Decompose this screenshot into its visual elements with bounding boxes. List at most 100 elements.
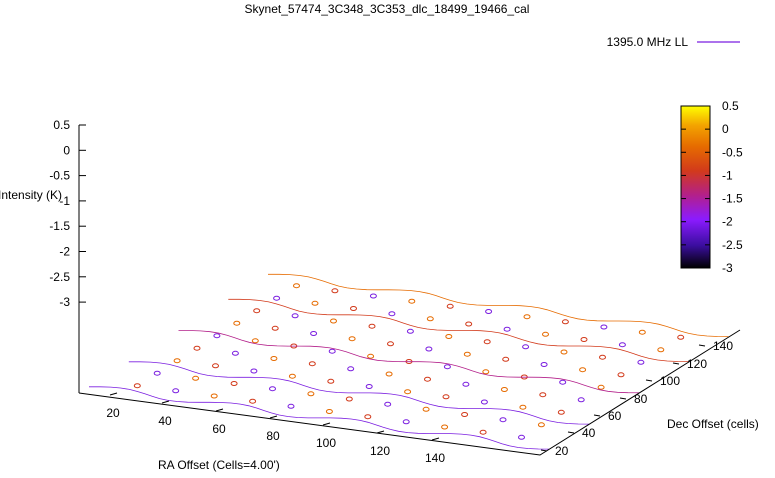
surface-line [104, 238, 565, 300]
contour-source [580, 337, 588, 342]
x-tick-mark [376, 430, 385, 434]
surface-line [119, 221, 580, 282]
contour-source [231, 350, 239, 356]
y-tick-label: 60 [608, 409, 622, 423]
surface-line [134, 205, 595, 266]
surface-line [213, 114, 674, 173]
x-axis-label: RA Offset (Cells=4.00') [158, 458, 280, 472]
contour-source [519, 404, 527, 410]
surface-line [124, 216, 585, 277]
surface-line [202, 35, 401, 283]
contour-line [178, 330, 640, 394]
contour-source [233, 320, 241, 326]
contour-source [657, 347, 665, 353]
contour-source [426, 316, 434, 322]
surface-line [402, 58, 601, 310]
contour-source [368, 323, 376, 329]
colorbar-tick-label: 0.5 [722, 99, 739, 113]
y-axis-ticks: 20 40 60 80 100 120 140 [540, 339, 733, 458]
contour-source [311, 300, 319, 306]
y-tick-mark [672, 362, 680, 365]
contour-source [479, 429, 487, 435]
x-tick-mark [269, 415, 278, 419]
contour-source [463, 351, 471, 357]
surface-line [184, 148, 645, 208]
contour-source [364, 414, 372, 420]
x-tick-label: 120 [370, 444, 390, 458]
contour-source [133, 383, 141, 389]
surface-line [171, 36, 370, 279]
x-tick-mark [109, 392, 118, 396]
surface-line [258, 60, 719, 121]
contour-source [485, 309, 493, 314]
contour-source [404, 389, 412, 395]
surface-line [233, 90, 694, 150]
contour-source [523, 314, 531, 320]
surface-line [164, 171, 625, 231]
surface-line [144, 193, 605, 254]
y-tick-mark [698, 344, 706, 347]
surface-line [125, 38, 324, 273]
contour-source [638, 329, 646, 335]
contour-source [251, 338, 259, 344]
contour-source [350, 306, 357, 311]
contour-source [522, 344, 530, 350]
contour-source [269, 386, 276, 392]
chart-title: Skynet_57474_3C348_3C353_dlc_18499_19466… [245, 2, 530, 16]
z-tick-label: 0 [63, 143, 70, 157]
contour-source [270, 356, 278, 361]
surface-line [417, 61, 616, 312]
contour-source [288, 373, 296, 379]
x-tick-label: 20 [106, 406, 120, 420]
surface-line [479, 79, 678, 321]
x-tick-label: 60 [212, 422, 226, 436]
surface-line [114, 227, 575, 288]
surface-line [325, 43, 524, 300]
surface-line [243, 78, 704, 138]
surface-line [248, 36, 447, 289]
z-tick-label: -2 [59, 245, 70, 259]
contour-source [424, 376, 431, 382]
z-tick-label: -1 [59, 194, 70, 208]
contour-source [442, 394, 450, 400]
contour-line [268, 273, 729, 337]
colorbar-tick-label: -0.5 [722, 145, 743, 159]
y-tick-label: 140 [713, 339, 733, 353]
x-tick-mark [322, 422, 331, 426]
contour-source [287, 403, 295, 409]
base-box [78, 329, 741, 456]
surface-line [371, 51, 570, 306]
contour-source [462, 381, 470, 387]
contour-source [408, 298, 416, 304]
contour-source [559, 379, 567, 385]
contour-source [540, 362, 548, 367]
contour-source [384, 401, 392, 407]
contour-source [599, 354, 606, 360]
surface-line [228, 96, 689, 155]
contour-source [500, 387, 508, 392]
surface-line [179, 154, 640, 214]
contour-source [367, 353, 375, 359]
contour-source [153, 370, 161, 376]
surface-line [263, 37, 462, 292]
surface-line [169, 165, 630, 225]
surface-line [203, 125, 664, 184]
contour-source [310, 331, 318, 336]
y-tick-mark [619, 397, 627, 400]
surface-line [129, 210, 590, 271]
surface-line [386, 54, 585, 308]
contour-source [557, 409, 565, 415]
contour-source [406, 328, 414, 334]
y-tick-mark [540, 449, 548, 452]
contour-source [230, 381, 238, 386]
x-tick-label: 40 [158, 414, 172, 428]
contour-source [172, 388, 180, 394]
colorbar-tick-label: -1.5 [722, 192, 743, 206]
surface-line [79, 41, 278, 267]
contour-source [483, 339, 491, 345]
z-axis-ticks: 0.5 0 -0.5 -1 -1.5 -2 -2.5 -3 [49, 118, 86, 309]
contour-source [503, 326, 511, 332]
x-axis-ticks: 20 40 60 80 100 120 140 [106, 392, 445, 465]
surface-line [89, 255, 550, 317]
surface-line [494, 83, 693, 322]
